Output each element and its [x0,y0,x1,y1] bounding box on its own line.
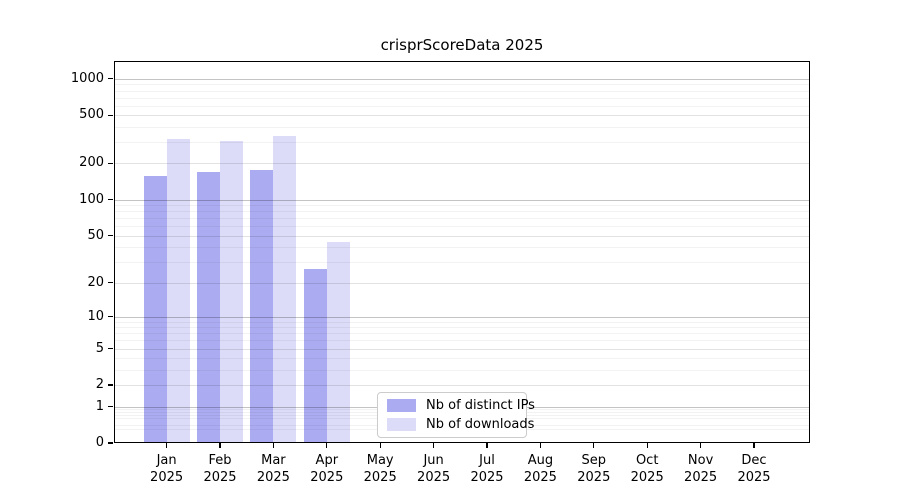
bar-distinct-ips-jan [143,175,167,443]
minor-gridline [114,90,810,92]
x-tick-label-jan: Jan 2025 [150,453,184,485]
y-tick-label-2: 2 [95,377,104,393]
x-tick-label-jul: Jul 2025 [470,453,504,485]
minor-gridline [114,358,810,360]
minor-gridline [114,211,810,213]
x-tick-mark [379,443,381,448]
legend-swatch-distinct-ips [387,399,416,412]
y-tick-mark [108,384,113,386]
minor-gridline [114,340,810,342]
minor-gridline [114,333,810,335]
bar-downloads-feb [220,141,243,443]
x-tick-mark [699,443,702,448]
bar-downloads-apr [326,242,350,443]
x-tick-label-sep: Sep 2025 [577,453,611,485]
bar-distinct-ips-mar [250,170,274,443]
minor-gridline [114,84,810,86]
x-tick-label-mar: Mar 2025 [256,453,290,485]
y-tick-label-200: 200 [79,155,104,171]
x-tick-label-oct: Oct 2025 [630,453,664,485]
y-tick-mark [108,442,113,444]
y-tick-mark [108,78,113,80]
x-tick-mark [272,443,275,448]
x-tick-mark [539,443,542,448]
y-tick-label-1: 1 [95,398,104,414]
x-tick-label-dec: Dec 2025 [737,453,771,485]
y-tick-mark [108,347,113,350]
x-tick-mark [646,443,648,448]
minor-gridline [114,261,810,263]
x-tick-mark [486,443,488,448]
x-tick-mark [753,443,755,448]
major-gridline [114,115,810,117]
bar-distinct-ips-apr [303,269,327,443]
bar-downloads-jan [166,138,190,443]
minor-gridline [114,142,810,144]
x-tick-label-feb: Feb 2025 [203,453,237,485]
y-tick-label-1000: 1000 [70,70,104,86]
minor-gridline [114,105,810,107]
legend: Nb of distinct IPs Nb of downloads [377,392,535,438]
y-tick-mark [108,315,113,318]
y-tick-label-5: 5 [95,340,104,356]
bar-downloads-mar [273,135,297,443]
major-gridline [114,348,810,350]
major-gridline [114,316,810,318]
minor-gridline [114,226,810,228]
major-gridline [114,385,810,387]
major-gridline [114,199,810,201]
minor-gridline [114,327,810,329]
bar-distinct-ips-feb [197,171,220,443]
y-tick-mark [108,199,113,201]
minor-gridline [114,205,810,207]
x-tick-mark [432,443,435,448]
legend-label-downloads: Nb of downloads [426,416,535,432]
legend-item-distinct-ips: Nb of distinct IPs [387,398,535,414]
y-tick-mark [108,235,113,237]
minor-gridline [114,247,810,249]
x-tick-label-jun: Jun 2025 [417,453,451,485]
minor-gridline [114,97,810,99]
x-tick-label-may: May 2025 [363,453,397,485]
major-gridline [114,78,810,80]
y-tick-label-10: 10 [87,308,104,324]
minor-gridline [114,127,810,128]
x-tick-mark [165,443,168,448]
major-gridline [114,163,810,165]
y-tick-label-20: 20 [87,274,104,290]
legend-item-downloads: Nb of downloads [387,417,534,433]
major-gridline [114,282,810,284]
x-tick-mark [593,443,595,448]
y-tick-mark [108,114,113,116]
legend-label-distinct-ips: Nb of distinct IPs [426,397,535,413]
y-tick-mark [108,405,113,408]
y-tick-label-0: 0 [95,435,104,450]
y-tick-label-50: 50 [87,227,104,243]
x-tick-mark [219,443,221,448]
minor-gridline [114,369,810,371]
major-gridline [114,235,810,237]
y-tick-label-100: 100 [79,191,104,207]
y-tick-label-500: 500 [79,107,104,123]
y-tick-mark [108,281,113,284]
x-tick-label-apr: Apr 2025 [310,453,344,485]
x-tick-label-aug: Aug 2025 [523,453,557,485]
x-tick-mark [326,443,328,448]
y-tick-mark [108,162,113,165]
chart-title: crisprScoreData 2025 [380,36,544,54]
legend-swatch-downloads [387,418,416,431]
minor-gridline [114,218,810,220]
x-tick-label-nov: Nov 2025 [684,453,718,485]
plot-area: 0 1 2 5 10 20 50 100 200 500 1000 Jan 2025 Feb 2025 M… [71,61,810,485]
minor-gridline [114,321,810,323]
